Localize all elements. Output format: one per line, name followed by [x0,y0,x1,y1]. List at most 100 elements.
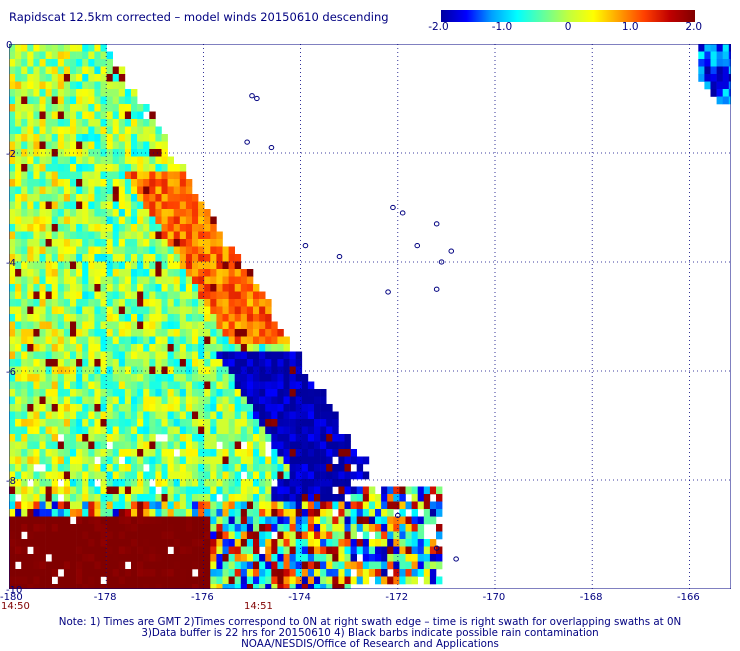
wind-difference-cell [185,201,193,210]
wind-difference-cell [185,246,193,255]
wind-difference-cell [39,336,46,345]
wind-difference-cell [45,104,52,112]
wind-difference-cell [33,329,40,337]
wind-difference-cell [45,546,52,555]
wind-difference-cell [100,276,107,285]
wind-difference-cell [112,291,120,300]
wind-difference-cell [118,164,126,172]
wind-difference-cell [149,284,156,292]
wind-difference-cell [27,351,34,360]
wind-difference-cell [76,569,83,577]
island-outline [433,286,440,292]
data-cells [9,44,731,589]
wind-difference-cell [332,426,339,435]
wind-difference-cell [399,524,406,532]
wind-difference-cell [45,381,52,390]
wind-difference-cell [429,486,437,495]
wind-difference-cell [106,239,113,247]
wind-difference-cell [210,546,217,555]
wind-difference-cell [94,449,101,457]
wind-difference-cell [51,501,59,510]
wind-difference-cell [356,576,364,585]
wind-difference-cell [63,336,71,345]
wind-difference-cell [27,66,34,75]
wind-difference-cell [161,164,168,172]
wind-difference-cell [106,329,113,337]
wind-difference-cell [368,539,376,547]
wind-difference-cell [314,456,321,465]
wind-difference-cell [76,44,83,52]
wind-difference-cell [259,389,266,397]
wind-difference-cell [143,359,150,367]
wind-difference-cell [271,426,278,435]
wind-difference-cell [45,201,52,210]
wind-difference-cell [338,456,345,465]
wind-difference-cell [82,186,89,195]
wind-difference-cell [399,501,406,510]
wind-difference-cell [173,396,181,405]
wind-difference-cell [88,254,95,262]
wind-difference-cell [57,224,65,232]
wind-difference-cell [9,141,16,150]
wind-difference-cell [399,494,406,502]
wind-difference-cell [131,119,138,127]
wind-difference-cell [198,254,205,262]
wind-difference-cell [417,531,425,540]
wind-difference-cell [149,111,156,120]
wind-difference-cell [253,291,260,300]
wind-difference-cell [204,306,211,315]
wind-difference-cell [45,224,52,232]
wind-difference-cell [57,299,65,307]
wind-difference-cell [9,164,16,172]
wind-difference-cell [82,576,89,585]
wind-difference-cell [131,156,138,165]
wind-difference-cell [76,299,83,307]
wind-difference-cell [698,44,705,52]
wind-difference-cell [33,134,40,142]
wind-difference-cell [137,231,144,240]
wind-difference-cell [118,171,126,180]
wind-difference-cell [112,254,120,262]
wind-difference-cell [307,531,315,540]
wind-difference-cell [253,299,260,307]
wind-difference-cell [436,531,443,540]
wind-difference-cell [246,329,254,337]
wind-difference-cell [161,261,168,270]
wind-difference-cell [143,329,150,337]
wind-difference-cell [124,231,132,240]
wind-difference-cell [15,194,22,202]
wind-difference-cell [94,471,101,480]
wind-difference-cell [51,449,59,457]
wind-difference-cell [137,494,144,502]
wind-difference-cell [33,524,40,532]
wind-difference-cell [88,441,95,450]
wind-difference-cell [332,546,339,555]
wind-difference-cell [76,344,83,352]
wind-difference-cell [167,314,174,322]
wind-difference-cell [27,584,34,589]
wind-difference-cell [253,389,260,397]
wind-difference-cell [179,569,187,577]
wind-difference-cell [57,119,65,127]
wind-difference-cell [137,584,144,589]
wind-difference-cell [344,509,351,517]
wind-difference-cell [259,359,266,367]
wind-difference-cell [124,329,132,337]
wind-difference-cell [179,201,187,210]
wind-difference-cell [124,299,132,307]
wind-difference-cell [167,449,174,457]
wind-difference-cell [51,126,59,135]
wind-difference-cell [9,239,16,247]
wind-difference-cell [51,209,59,217]
wind-difference-cell [63,66,71,75]
wind-difference-cell [9,411,16,420]
wind-difference-cell [216,329,223,337]
wind-difference-cell [33,201,40,210]
wind-difference-cell [246,306,254,315]
wind-difference-cell [9,554,16,562]
wind-difference-cell [192,464,199,472]
wind-difference-cell [265,389,272,397]
wind-difference-cell [39,329,46,337]
wind-difference-cell [216,561,223,570]
wind-difference-cell [198,366,205,375]
